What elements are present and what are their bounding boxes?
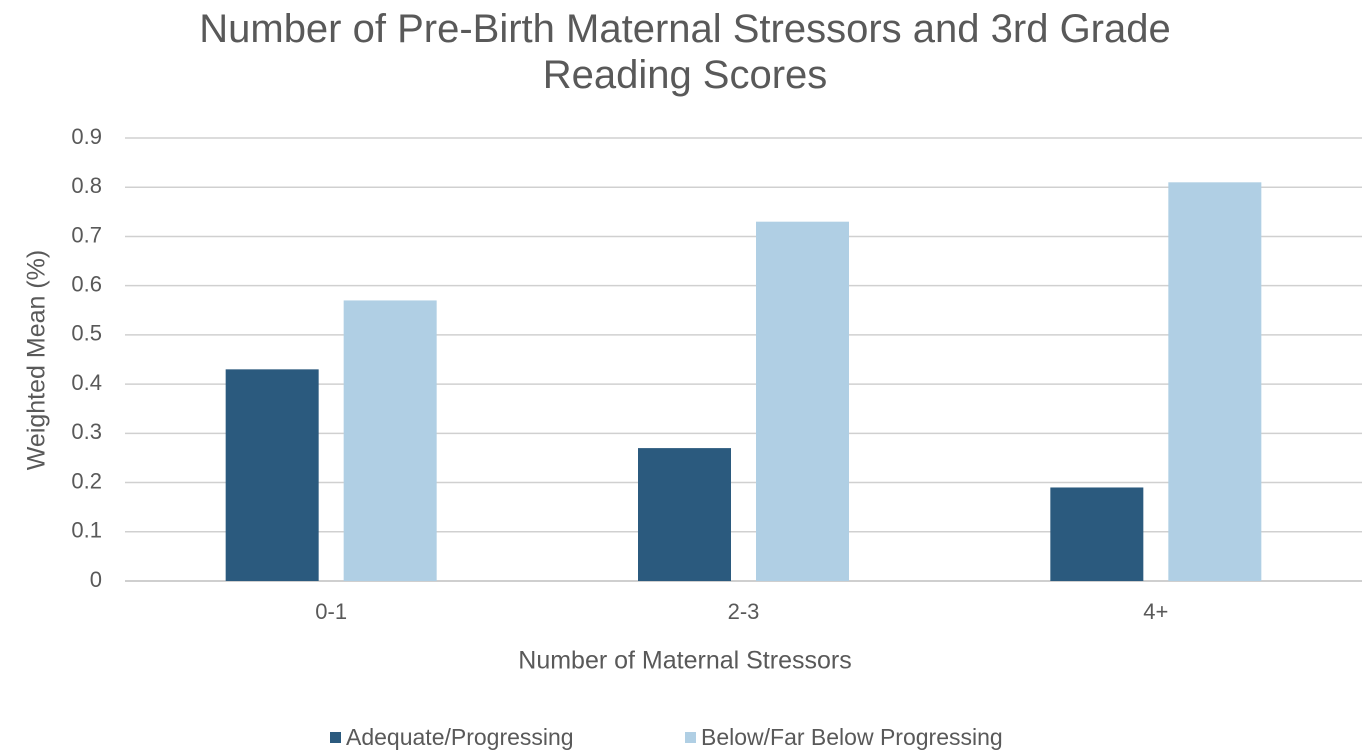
y-tick-label: 0.1 xyxy=(71,518,102,543)
bar xyxy=(756,221,849,581)
bar xyxy=(638,448,731,581)
y-axis-label: Weighted Mean (%) xyxy=(23,250,51,470)
y-tick-label: 0.3 xyxy=(71,419,102,444)
legend-label: Adequate/Progressing xyxy=(346,724,574,750)
x-tick-label: 4+ xyxy=(1143,599,1168,624)
y-tick-label: 0.4 xyxy=(71,370,102,395)
y-tick-label: 0.9 xyxy=(71,124,102,149)
y-tick-label: 0.5 xyxy=(71,321,102,346)
bar xyxy=(1168,182,1262,582)
y-tick-label: 0.2 xyxy=(71,468,102,493)
legend-swatch xyxy=(330,732,341,743)
y-tick-label: 0.8 xyxy=(71,173,102,198)
bar xyxy=(1050,487,1144,581)
x-tick-label: 2-3 xyxy=(728,599,760,624)
y-tick-label: 0.6 xyxy=(71,271,102,296)
legend-swatch xyxy=(685,732,696,743)
chart-title: Number of Pre-Birth Maternal Stressors a… xyxy=(199,7,1171,97)
y-tick-label: 0 xyxy=(90,567,102,592)
y-tick-label: 0.7 xyxy=(71,222,102,247)
x-tick-label: 0-1 xyxy=(315,599,347,624)
bar xyxy=(225,369,319,581)
x-axis-label: Number of Maternal Stressors xyxy=(518,647,851,675)
legend-label: Below/Far Below Progressing xyxy=(701,724,1003,750)
bar xyxy=(343,300,437,581)
